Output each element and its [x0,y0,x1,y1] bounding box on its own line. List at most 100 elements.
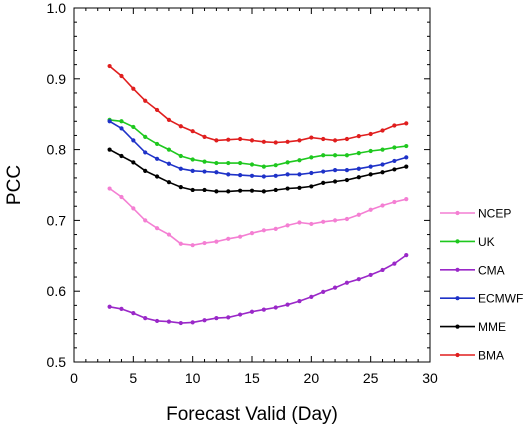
legend-item-ncep: NCEP [440,207,511,221]
data-point-cma [344,280,350,285]
legend-label: CMA [478,263,505,277]
data-point-ncep [154,226,160,231]
data-point-cma [404,252,409,258]
data-point-uk [202,159,207,164]
data-point-cma [273,305,278,310]
x-axis-ticks: 0 5 10 15 20 25 30 [70,8,438,386]
data-point-ncep [226,236,231,241]
data-point-mme [344,177,350,183]
data-point-bma [214,138,219,143]
data-point-ncep [261,228,266,233]
data-point-ncep [190,243,195,248]
data-point-uk [332,153,338,158]
data-point-ncep [202,240,207,246]
data-point-mme [226,189,231,194]
data-point-bma [297,138,302,143]
data-point-ecmwf [238,172,243,178]
data-point-cma [202,318,207,323]
data-point-cma [285,302,290,307]
data-point-uk [131,124,136,130]
data-point-cma [380,267,385,273]
data-point-ecmwf [392,158,397,164]
series-line-bma [109,65,407,144]
data-point-ecmwf [143,150,148,155]
data-point-bma [131,86,136,91]
data-point-uk [154,141,160,147]
series-line-cma [109,254,407,324]
data-point-uk [344,153,350,158]
x-tick-label: 20 [304,370,320,386]
data-point-ecmwf [297,172,302,177]
data-point-ecmwf [166,161,172,166]
data-point-ncep [344,216,350,222]
data-point-ncep [273,226,278,231]
data-point-bma [321,136,326,142]
data-point-mme [273,187,278,193]
data-point-cma [190,320,195,325]
y-axis-title: PCC [4,165,25,205]
data-point-mme [309,184,314,189]
data-point-uk [356,151,361,156]
data-point-uk [214,160,219,166]
data-point-mme [368,172,373,177]
x-tick-label: 10 [185,370,201,386]
data-point-ecmwf [154,156,160,161]
data-point-uk [309,155,314,160]
series-ncep [107,186,409,248]
data-point-uk [404,143,409,149]
data-point-ecmwf [380,162,385,167]
data-point-cma [392,261,397,266]
legend-item-bma: BMA [440,349,504,363]
data-point-ecmwf [214,170,219,175]
data-point-cma [131,311,136,316]
data-point-ecmwf [131,138,136,143]
y-axis-ticks: 0.5 0.6 0.7 0.8 0.9 1.0 [47,0,430,370]
data-point-cma [249,309,255,314]
data-point-mme [380,170,385,175]
data-point-mme [190,187,195,193]
data-point-bma [380,128,385,133]
series-ecmwf [107,119,409,179]
data-point-mme [107,147,112,152]
data-point-mme [214,189,219,194]
data-point-uk [143,134,148,139]
legend-item-mme: MME [440,320,506,334]
data-point-ecmwf [190,168,195,173]
x-tick-label: 30 [422,370,438,386]
data-point-ecmwf [332,168,338,173]
data-point-uk [166,147,172,152]
legend-label: UK [478,235,495,249]
data-point-bma [107,63,112,69]
data-point-bma [356,134,361,139]
data-point-cma [261,307,266,312]
legend-swatch-marker [455,267,460,272]
legend-swatch-marker [455,324,460,329]
y-tick-label: 1.0 [47,0,67,16]
data-point-ncep [107,186,112,191]
data-point-cma [143,316,148,321]
data-point-uk [392,145,397,150]
data-point-bma [404,121,409,126]
y-tick-label: 0.9 [47,71,67,87]
data-point-mme [154,174,160,179]
data-point-ncep [332,218,338,223]
data-point-bma [261,139,266,144]
legend-swatch-marker [455,210,460,216]
data-point-ecmwf [368,164,373,169]
x-axis-title: Forecast Valid (Day) [166,404,338,425]
data-point-bma [238,136,243,142]
data-point-bma [119,73,124,79]
data-point-ncep [392,199,397,205]
data-point-ncep [380,203,385,208]
data-point-uk [321,153,326,158]
x-tick-label: 5 [129,370,137,386]
data-point-cma [119,306,124,311]
series-cma [107,252,409,326]
data-point-cma [226,315,231,320]
data-point-ncep [178,241,183,246]
data-point-cma [214,316,219,321]
data-point-ncep [368,207,373,212]
data-point-cma [368,272,373,278]
data-point-bma [249,138,255,143]
legend-label: MME [478,320,506,334]
